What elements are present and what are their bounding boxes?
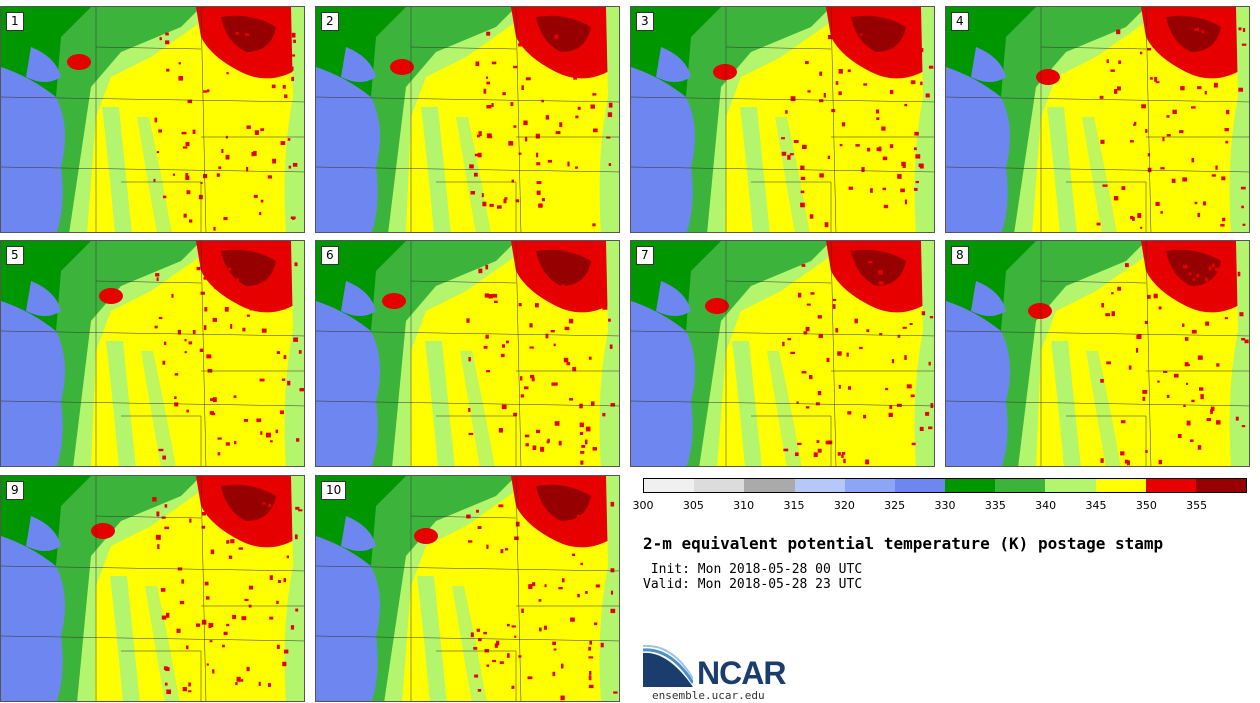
colorbar-segment	[1045, 479, 1096, 492]
colorbar-segment	[744, 479, 795, 492]
colorbar-tick-label: 305	[682, 499, 704, 512]
colorbar-segment	[1095, 479, 1146, 492]
thetae-map	[316, 7, 619, 232]
ncar-logo-text: NCAR	[697, 655, 786, 691]
colorbar-segment	[1145, 479, 1196, 492]
member-number-label: 7	[636, 246, 654, 265]
member-number-label: 5	[6, 246, 24, 265]
colorbar-tick-label: 320	[833, 499, 855, 512]
thetae-map	[631, 7, 934, 232]
thetae-map	[1, 7, 304, 232]
colorbar-segment	[945, 479, 996, 492]
ensemble-member-panel: 6	[315, 240, 620, 467]
colorbar	[643, 478, 1247, 493]
colorbar-segment	[844, 479, 895, 492]
colorbar-tick-label: 335	[984, 499, 1006, 512]
site-url: ensemble.ucar.edu	[652, 689, 765, 702]
member-number-label: 8	[951, 246, 969, 265]
colorbar-tick-label: 300	[632, 499, 654, 512]
chart-title: 2-m equivalent potential temperature (K)…	[643, 534, 1164, 553]
ensemble-member-panel: 8	[945, 240, 1250, 467]
ensemble-member-panel: 1	[0, 6, 305, 233]
member-number-label: 2	[321, 12, 339, 31]
colorbar-segment	[1195, 479, 1247, 492]
colorbar-tick-label: 350	[1135, 499, 1157, 512]
thetae-map	[946, 7, 1249, 232]
colorbar-tick-label: 325	[884, 499, 906, 512]
thetae-map	[316, 476, 619, 701]
thetae-map	[631, 241, 934, 466]
thetae-map	[946, 241, 1249, 466]
colorbar-tick-label: 355	[1186, 499, 1208, 512]
colorbar-segment	[644, 479, 695, 492]
member-number-label: 1	[6, 12, 24, 31]
ensemble-member-panel: 7	[630, 240, 935, 467]
ensemble-member-panel: 4	[945, 6, 1250, 233]
member-number-label: 9	[6, 481, 24, 500]
colorbar-tick-label: 345	[1085, 499, 1107, 512]
thetae-map	[316, 241, 619, 466]
ensemble-member-panel: 3	[630, 6, 935, 233]
member-number-label: 4	[951, 12, 969, 31]
member-number-label: 6	[321, 246, 339, 265]
ensemble-member-panel: 2	[315, 6, 620, 233]
colorbar-tick-label: 340	[1035, 499, 1057, 512]
colorbar-tick-label: 330	[934, 499, 956, 512]
thetae-map	[1, 241, 304, 466]
ensemble-member-panel: 10	[315, 475, 620, 702]
init-time: Init: Mon 2018-05-28 00 UTC	[643, 562, 863, 577]
valid-time: Valid: Mon 2018-05-28 23 UTC	[643, 577, 863, 592]
member-number-label: 3	[636, 12, 654, 31]
ensemble-member-panel: 5	[0, 240, 305, 467]
colorbar-tick-label: 310	[733, 499, 755, 512]
colorbar-segment	[794, 479, 845, 492]
colorbar-segment	[995, 479, 1046, 492]
thetae-map	[1, 476, 304, 701]
colorbar-segment	[694, 479, 745, 492]
member-number-label: 10	[321, 481, 347, 500]
colorbar-tick-label: 315	[783, 499, 805, 512]
colorbar-segment	[894, 479, 946, 492]
ensemble-member-panel: 9	[0, 475, 305, 702]
ncar-logo-icon	[643, 645, 693, 687]
